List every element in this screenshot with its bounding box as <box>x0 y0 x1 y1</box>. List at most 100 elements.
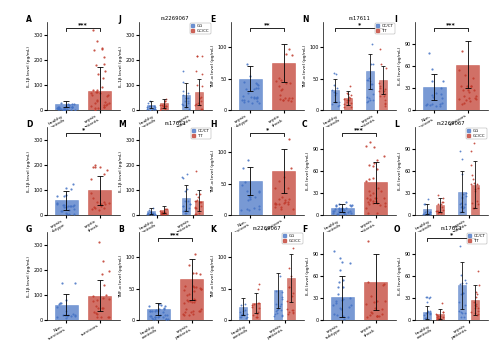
Point <box>65 104 73 110</box>
Bar <box>160 103 168 110</box>
Point <box>156 102 164 108</box>
Point <box>436 316 444 322</box>
Point <box>190 288 198 293</box>
Point <box>182 207 190 213</box>
Point <box>437 201 445 207</box>
Point <box>366 78 374 84</box>
Point <box>432 103 440 109</box>
Point <box>105 100 113 105</box>
Point <box>179 175 187 181</box>
Point <box>186 298 194 303</box>
Point <box>330 248 338 253</box>
Point <box>348 202 356 207</box>
Point <box>280 200 288 206</box>
Point <box>70 211 78 217</box>
Point <box>255 206 263 212</box>
Point <box>92 310 100 316</box>
Point <box>368 81 376 87</box>
Point <box>366 97 374 103</box>
Point <box>340 210 348 216</box>
Point <box>91 100 99 105</box>
Point <box>53 304 61 310</box>
Point <box>377 61 385 67</box>
Point <box>192 169 200 174</box>
Point <box>434 315 442 321</box>
Point <box>381 97 389 103</box>
Point <box>339 313 347 319</box>
Point <box>288 206 296 211</box>
Point <box>162 206 170 212</box>
Bar <box>470 300 478 320</box>
Point <box>344 209 352 215</box>
Point <box>428 79 436 84</box>
Point <box>284 136 292 142</box>
Point <box>439 314 447 320</box>
Point <box>70 202 78 208</box>
Point <box>374 185 382 190</box>
Point <box>60 193 68 199</box>
Point <box>462 97 469 102</box>
Point <box>276 301 284 307</box>
Point <box>434 211 442 216</box>
Bar <box>366 72 374 110</box>
Point <box>331 206 339 212</box>
Point <box>160 306 168 312</box>
Point <box>240 312 248 318</box>
Point <box>196 309 203 314</box>
Point <box>376 46 384 52</box>
Point <box>336 267 344 273</box>
Point <box>459 191 467 196</box>
Point <box>151 212 159 218</box>
Point <box>98 45 106 51</box>
Point <box>278 294 286 299</box>
Bar <box>330 208 354 215</box>
Point <box>428 92 436 98</box>
Point <box>342 97 350 103</box>
Point <box>91 162 99 168</box>
Point <box>184 95 192 101</box>
Point <box>330 82 338 87</box>
Point <box>284 311 292 317</box>
Point <box>454 67 462 73</box>
Bar <box>54 305 78 320</box>
Point <box>374 157 382 163</box>
Point <box>289 290 297 296</box>
Point <box>65 102 73 108</box>
Point <box>275 83 283 89</box>
Point <box>97 201 105 207</box>
Point <box>466 98 474 104</box>
Point <box>461 277 469 282</box>
Point <box>365 176 373 182</box>
Point <box>240 179 248 185</box>
Point <box>373 313 381 319</box>
Point <box>376 202 384 207</box>
Bar <box>378 80 386 110</box>
Point <box>332 300 340 306</box>
Point <box>89 27 97 33</box>
Point <box>68 312 76 317</box>
Bar <box>286 278 294 320</box>
Point <box>250 205 258 211</box>
Bar <box>272 171 295 215</box>
Point <box>250 301 258 307</box>
Point <box>255 301 263 306</box>
Point <box>239 165 247 171</box>
Point <box>370 160 378 165</box>
Point <box>98 204 106 209</box>
Point <box>331 92 339 98</box>
Bar <box>148 211 156 215</box>
Point <box>367 81 375 87</box>
Point <box>370 198 378 204</box>
Point <box>194 194 202 200</box>
Point <box>380 201 388 206</box>
Point <box>250 86 258 92</box>
Bar <box>332 90 340 110</box>
Bar <box>182 95 190 110</box>
Point <box>336 305 344 311</box>
Point <box>367 293 375 299</box>
Legend: CC/CT, TT: CC/CT, TT <box>191 128 210 139</box>
Point <box>96 164 104 170</box>
Bar <box>344 98 351 110</box>
Point <box>276 273 283 279</box>
Point <box>381 101 389 106</box>
